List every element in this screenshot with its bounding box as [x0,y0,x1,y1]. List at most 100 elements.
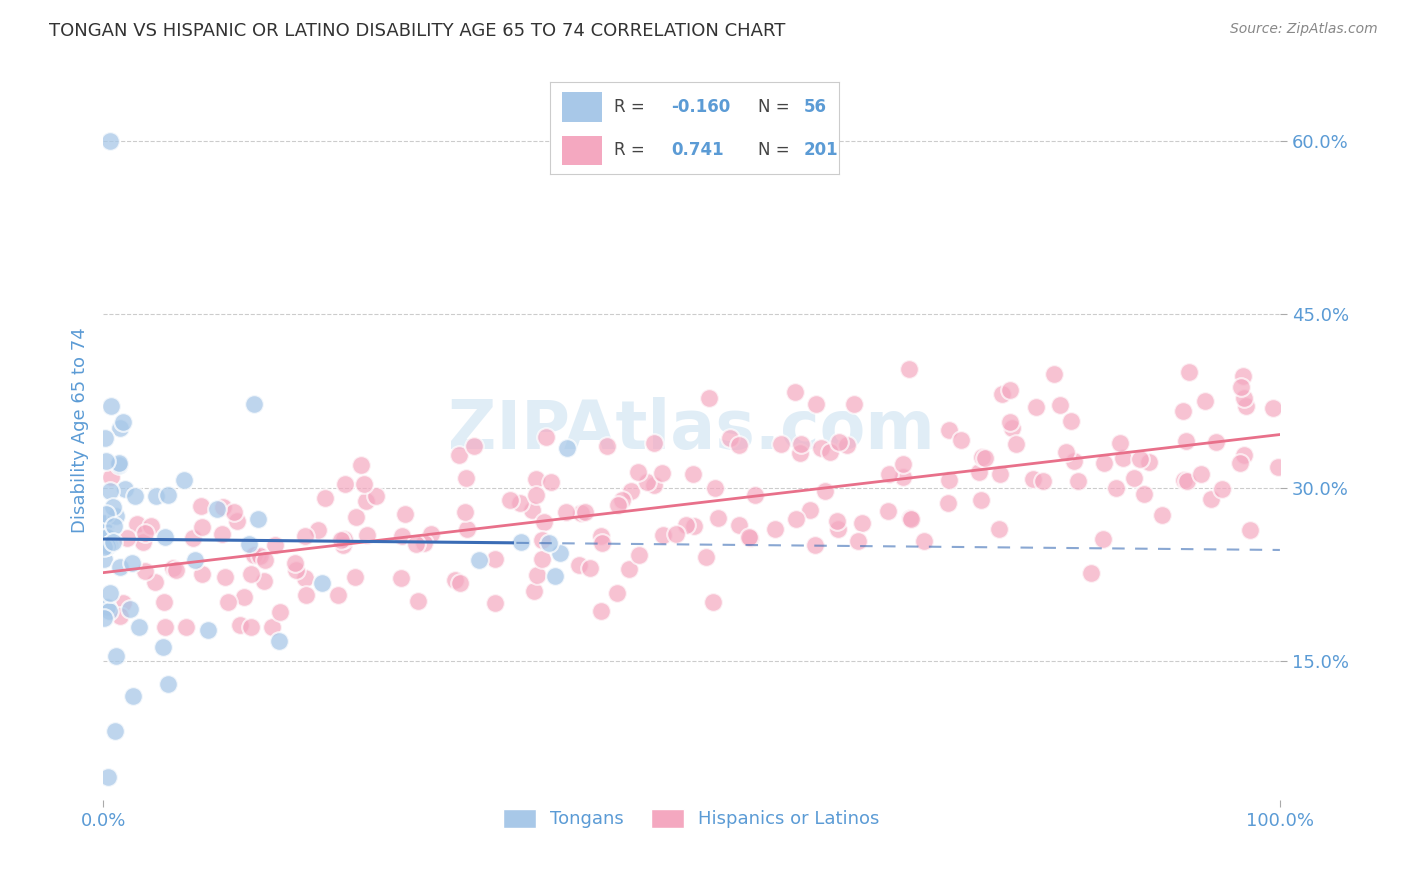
Point [568,558,591,572]
Point [353,476,375,491]
Point [1123,470,1146,484]
Point [526,567,548,582]
Point [744,488,766,502]
Point [538,536,561,550]
Point [121,556,143,570]
Point [627,548,650,562]
Point [702,595,724,609]
Point [727,517,749,532]
Point [100,470,122,484]
Point [1129,452,1152,467]
Point [612,493,634,508]
Point [240,620,263,634]
Point [108,609,131,624]
Point [112,415,135,429]
Point [145,489,167,503]
Point [1001,421,1024,435]
Point [524,472,547,486]
Point [1032,474,1054,488]
Point [1173,473,1195,487]
Point [262,620,284,634]
Point [308,523,330,537]
Point [898,510,921,524]
Point [391,529,413,543]
Point [97,770,120,784]
Point [311,576,333,591]
Point [1234,399,1257,413]
Point [1211,482,1233,496]
Point [181,531,204,545]
Point [938,473,960,487]
Point [574,505,596,519]
Point [453,505,475,519]
Point [333,477,356,491]
Point [96,599,118,614]
Point [333,532,356,546]
Point [652,528,675,542]
Point [998,415,1021,429]
Point [1091,532,1114,546]
Point [810,441,832,455]
Point [108,456,131,470]
Point [1230,380,1253,394]
Point [555,442,578,456]
Point [463,439,485,453]
Point [818,445,841,459]
Point [93,540,115,554]
Point [217,595,239,609]
Point [183,553,205,567]
Point [191,567,214,582]
Point [1025,400,1047,414]
Point [1261,401,1284,416]
Point [443,573,465,587]
Point [484,596,506,610]
Point [1049,398,1071,412]
Point [121,689,143,703]
Point [468,553,491,567]
Point [94,431,117,445]
Point [1137,454,1160,468]
Point [825,514,848,528]
Point [356,493,378,508]
Point [591,529,613,543]
Point [620,483,643,498]
Point [190,519,212,533]
Point [108,421,131,435]
Point [190,499,212,513]
Point [555,505,578,519]
Point [294,588,316,602]
Point [103,519,125,533]
Point [93,516,115,530]
Point [267,633,290,648]
Point [233,591,256,605]
Point [509,534,531,549]
Point [174,620,197,634]
Point [1177,365,1199,379]
Point [98,585,121,599]
Point [408,594,430,608]
Point [96,530,118,544]
Point [1060,414,1083,428]
Point [851,516,873,531]
Point [682,467,704,481]
Point [152,640,174,654]
Point [1199,491,1222,506]
Point [269,605,291,619]
Point [707,511,730,525]
Point [1229,456,1251,470]
Point [98,483,121,498]
Point [912,533,935,548]
Point [247,548,270,562]
Point [607,499,630,513]
Point [1267,460,1289,475]
Point [294,529,316,543]
Point [197,623,219,637]
Point [548,545,571,559]
Point [665,526,688,541]
Point [1092,456,1115,470]
Point [108,458,131,472]
Point [877,504,900,518]
Point [799,503,821,517]
Text: Source: ZipAtlas.com: Source: ZipAtlas.com [1230,22,1378,37]
Point [533,515,555,529]
